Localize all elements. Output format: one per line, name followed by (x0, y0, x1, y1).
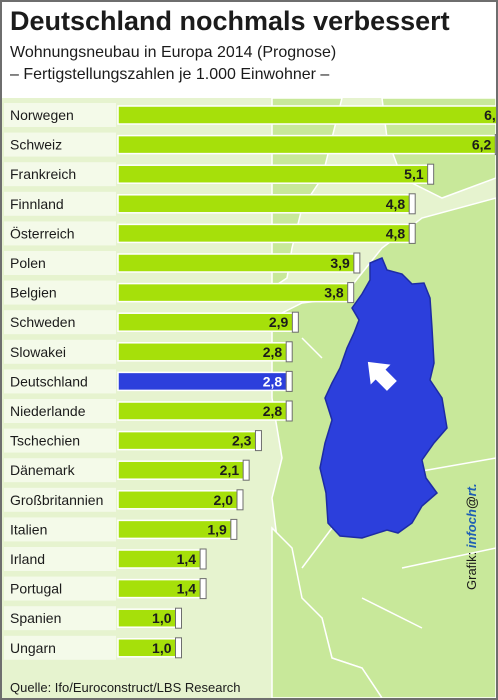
category-label: Portugal (10, 581, 62, 597)
value-label: 3,8 (324, 285, 344, 301)
category-label: Belgien (10, 285, 57, 301)
bar-end-cap (285, 400, 293, 422)
map-border-lines (301, 337, 496, 629)
label-backdrop (4, 635, 116, 660)
category-label: Österreich (10, 224, 75, 241)
value-label: 1,0 (152, 610, 172, 626)
label-backdrop (4, 547, 116, 571)
category-label: Polen (10, 255, 46, 271)
bar-end-cap (427, 163, 435, 185)
value-label: 1,4 (177, 581, 197, 597)
value-label: 2,8 (263, 344, 283, 360)
value-label: 1,4 (177, 551, 197, 567)
bar-end-cap (175, 607, 182, 629)
category-label: Schweiz (10, 137, 62, 153)
bar-end-cap (254, 430, 262, 452)
value-label: 2,3 (232, 433, 252, 449)
label-backdrop (4, 103, 116, 127)
value-label: 2,9 (269, 314, 289, 330)
bar-end-cap (175, 637, 182, 659)
bar-end-cap (242, 459, 250, 481)
category-label: Irland (10, 551, 45, 567)
bar-end-cap (353, 252, 361, 274)
category-label: Italien (10, 521, 47, 537)
category-label: Dänemark (10, 462, 76, 478)
chart-subtitle: Wohnungsneubau in Europa 2014 (Prognose) (10, 44, 337, 61)
value-label: 6,2 (472, 137, 492, 153)
bar (117, 194, 414, 214)
up-right-arrow-icon (367, 361, 397, 391)
header-panel: Deutschland nochmals verbessert Wohnungs… (2, 2, 496, 98)
category-label: Norwegen (10, 107, 74, 123)
bar-end-cap (230, 518, 238, 540)
bar-end-cap (199, 548, 207, 570)
label-backdrop (4, 576, 116, 601)
category-label: Großbritannien (10, 492, 103, 508)
label-backdrop (4, 221, 116, 246)
source-note: Quelle: Ifo/Euroconstruct/LBS Research (10, 680, 241, 695)
bar-end-cap (408, 193, 416, 215)
value-label: 2,8 (263, 373, 283, 389)
bar-end-cap (285, 341, 293, 363)
value-label: 2,1 (220, 462, 240, 478)
credit-prefix: Grafik: (464, 548, 479, 590)
value-label: 3,9 (330, 255, 350, 271)
label-backdrop (4, 162, 116, 187)
value-label: 4,8 (386, 196, 406, 212)
label-backdrop (4, 517, 116, 542)
category-label: Finnland (10, 196, 64, 212)
category-label: Niederlande (10, 403, 86, 419)
graphic-credit: Grafik: infoch@rt. (464, 483, 484, 590)
value-label: 2,0 (214, 492, 234, 508)
label-backdrop (4, 251, 116, 275)
category-label: Ungarn (10, 640, 56, 656)
value-label: 5,1 (404, 166, 424, 182)
bar (117, 134, 496, 155)
value-label: 6,4 (484, 107, 496, 123)
value-label: 1,0 (152, 640, 172, 656)
bar (117, 223, 414, 244)
category-label: Schweden (10, 314, 75, 330)
chart-title: Deutschland nochmals verbessert (10, 6, 450, 36)
label-backdrop (4, 487, 116, 512)
label-backdrop (4, 399, 116, 423)
category-label: Tschechien (10, 433, 80, 449)
value-label: 1,9 (207, 521, 227, 537)
bar-end-cap (236, 489, 244, 511)
label-backdrop (4, 191, 116, 216)
label-backdrop (4, 458, 116, 483)
category-label: Deutschland (10, 373, 88, 389)
credit-brand: infoch@rt. (464, 483, 479, 549)
label-backdrop (4, 132, 116, 157)
value-label: 2,8 (263, 403, 283, 419)
bar (117, 253, 359, 273)
category-label: Spanien (10, 610, 61, 626)
label-backdrop (4, 339, 116, 364)
label-backdrop (4, 280, 116, 305)
label-backdrop (4, 310, 116, 335)
bar (117, 282, 353, 303)
value-label: 4,8 (386, 225, 406, 241)
bar-end-cap (199, 578, 207, 600)
label-backdrop (4, 369, 116, 394)
bar-end-cap (291, 311, 299, 333)
category-label: Frankreich (10, 166, 76, 182)
bar-end-cap (494, 134, 496, 156)
map-germany (319, 257, 448, 539)
category-label: Slowakei (10, 344, 66, 360)
bar-end-cap (347, 282, 355, 304)
bar (117, 105, 496, 125)
bar-end-cap (285, 370, 293, 392)
chart-unit-label: – Fertigstellungszahlen je 1.000 Einwohn… (10, 66, 330, 83)
label-backdrop (4, 606, 116, 631)
map-land-southwest (271, 526, 383, 698)
bar-end-cap (408, 222, 416, 244)
label-backdrop (4, 428, 116, 453)
bar (117, 164, 433, 184)
